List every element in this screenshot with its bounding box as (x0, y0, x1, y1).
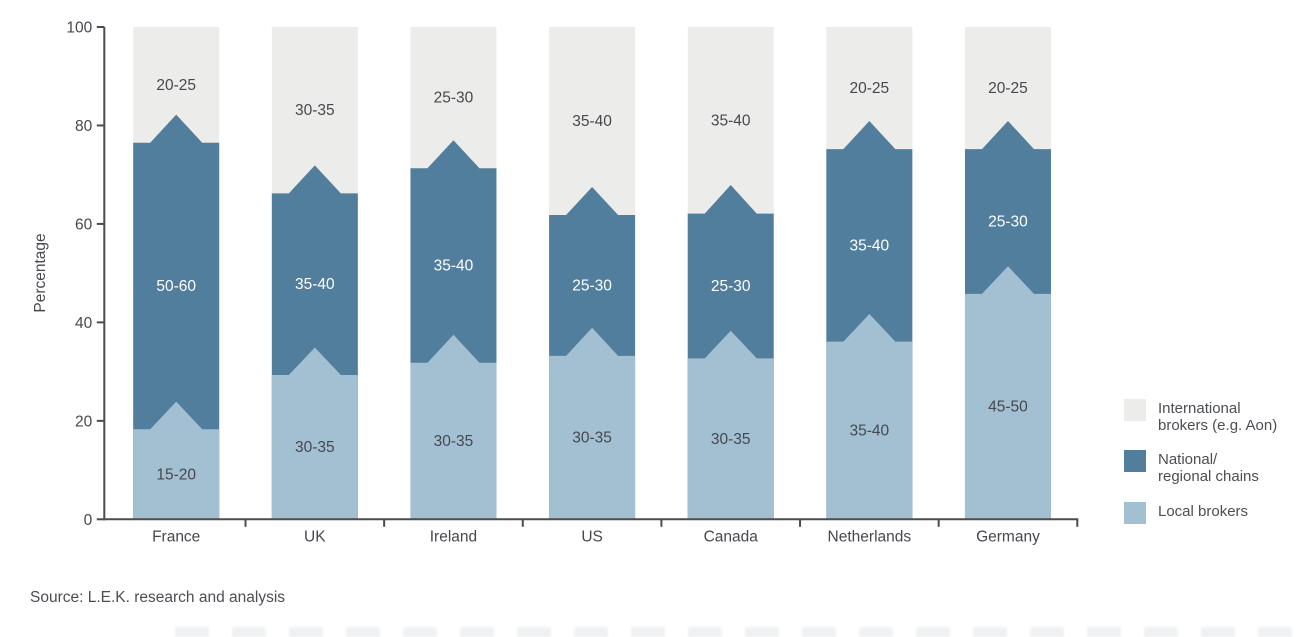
source-note: Source: L.E.K. research and analysis (30, 589, 286, 606)
legend-swatch-international (1124, 399, 1146, 421)
bar-value-label: 25-30 (572, 277, 612, 294)
bar-value-label: 35-40 (850, 422, 890, 439)
x-axis-label: Ireland (430, 528, 477, 545)
legend-label-national: National/ regional chains (1158, 450, 1259, 485)
x-axis-label: Netherlands (828, 528, 912, 545)
bar-segment-local (964, 266, 1051, 520)
legend-label-line: International (1158, 400, 1241, 417)
legend-swatch-national (1124, 450, 1146, 472)
legend-label-international: International brokers (e.g. Aon) (1158, 399, 1277, 434)
bar-segment-local (549, 327, 636, 520)
bar-value-label: 30-35 (572, 430, 612, 447)
bar-value-label: 35-40 (850, 237, 890, 254)
x-axis-label: UK (304, 528, 326, 545)
bar-value-label: 25-30 (988, 213, 1028, 230)
cropped-content-artifact (175, 627, 1292, 637)
y-axis-title: Percentage (32, 233, 49, 312)
x-axis-label: Canada (704, 528, 759, 545)
bar-value-label: 50-60 (156, 278, 196, 295)
legend-swatch-local (1124, 502, 1146, 524)
legend-label-line: Local brokers (1158, 503, 1249, 520)
legend-label-local: Local brokers (1158, 502, 1248, 520)
legend-item-local: Local brokers (1124, 502, 1248, 524)
bar-value-label: 25-30 (711, 278, 751, 295)
bar-value-label: 30-35 (434, 433, 474, 450)
bar-value-label: 35-40 (711, 112, 751, 129)
y-tick-label: 60 (75, 216, 93, 233)
bar-segment-local (271, 347, 358, 520)
legend-item-national: National/ regional chains (1124, 450, 1259, 485)
bar-segment-local (826, 314, 913, 520)
bar-value-label: 30-35 (295, 439, 335, 456)
bar-segment-national (133, 114, 220, 520)
legend-label-line: brokers (e.g. Aon) (1158, 417, 1278, 434)
x-axis-label: France (152, 528, 200, 545)
y-tick-label: 0 (84, 512, 93, 529)
bar-value-label: 25-30 (434, 90, 474, 107)
bar-value-label: 15-20 (156, 466, 196, 483)
bar-segment-local (133, 401, 220, 520)
legend-label-line: National/ (1158, 451, 1218, 468)
y-tick-label: 100 (66, 20, 92, 37)
bar-value-label: 30-35 (295, 102, 335, 119)
bar-value-label: 35-40 (434, 258, 474, 275)
bar-value-label: 30-35 (711, 431, 751, 448)
bar-segment-local (687, 330, 774, 520)
bar-value-label: 20-25 (850, 80, 890, 97)
y-tick-label: 80 (75, 118, 93, 135)
y-tick-label: 20 (75, 413, 93, 430)
bar-value-label: 35-40 (572, 113, 612, 130)
bar-segment-local (410, 334, 497, 520)
bar-value-label: 45-50 (988, 399, 1028, 416)
y-tick-label: 40 (75, 315, 93, 332)
legend-label-line: regional chains (1158, 468, 1259, 485)
bar-value-label: 35-40 (295, 276, 335, 293)
bar-value-label: 20-25 (156, 77, 196, 94)
x-axis-label: Germany (976, 528, 1040, 545)
legend-item-international: International brokers (e.g. Aon) (1124, 399, 1277, 434)
x-axis-label: US (581, 528, 603, 545)
bar-value-label: 20-25 (988, 80, 1028, 97)
